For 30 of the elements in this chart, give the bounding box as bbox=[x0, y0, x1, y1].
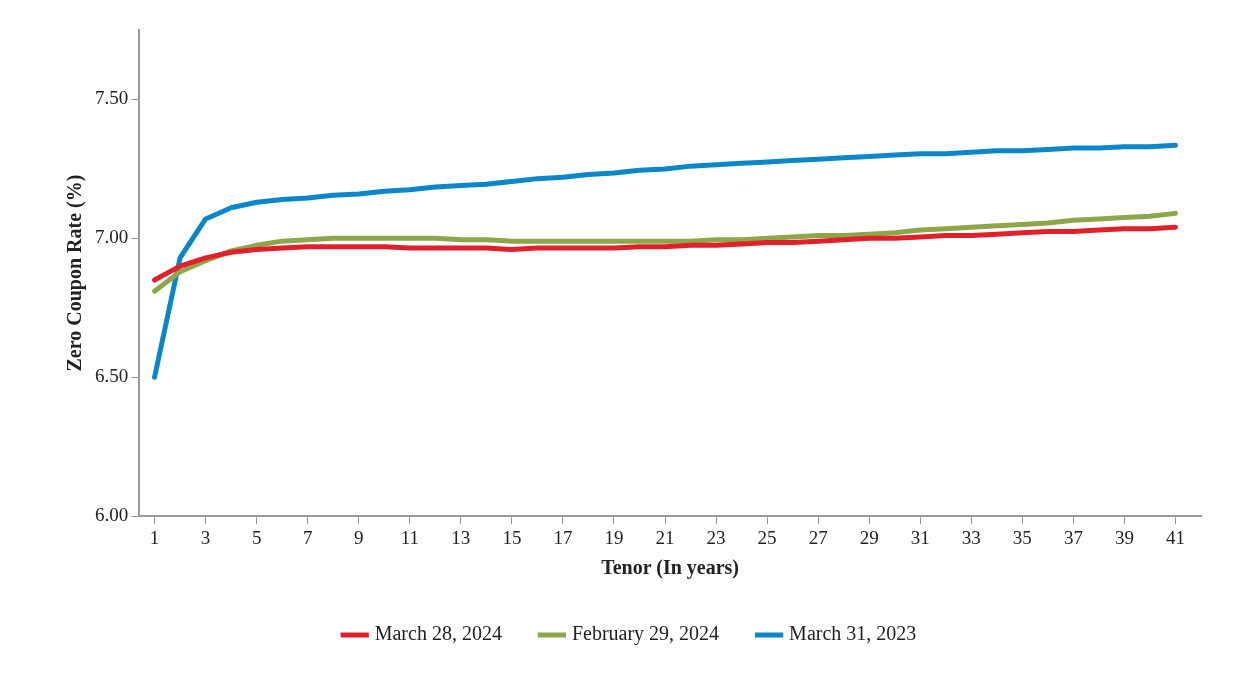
y-tick-label: 7.50 bbox=[95, 87, 129, 109]
x-tick-label: 17 bbox=[553, 526, 573, 548]
x-tick-label: 15 bbox=[502, 526, 522, 548]
x-tick-label: 35 bbox=[1012, 526, 1032, 548]
x-tick-label: 21 bbox=[655, 526, 675, 548]
y-tick-label: 6.00 bbox=[95, 504, 129, 526]
x-tick-label: 27 bbox=[808, 526, 828, 548]
legend-label: February 29, 2024 bbox=[571, 622, 720, 646]
legend-label: March 31, 2023 bbox=[789, 622, 917, 645]
y-tick-label: 7.00 bbox=[95, 226, 129, 248]
x-tick-label: 39 bbox=[1114, 526, 1134, 548]
x-tick-label: 29 bbox=[859, 526, 879, 548]
legend-label: March 28, 2024 bbox=[374, 622, 502, 645]
x-tick-label: 3 bbox=[200, 526, 211, 548]
x-tick-label: 25 bbox=[757, 526, 777, 548]
x-tick-label: 31 bbox=[910, 526, 930, 548]
x-tick-label: 7 bbox=[302, 526, 313, 548]
x-tick-label: 37 bbox=[1063, 526, 1083, 548]
y-tick-label: 6.50 bbox=[95, 365, 129, 387]
x-tick-label: 5 bbox=[251, 526, 262, 548]
x-tick-label: 41 bbox=[1165, 526, 1185, 548]
y-axis-title: Zero Coupon Rate (%) bbox=[63, 174, 87, 372]
x-axis-title: Tenor (In years) bbox=[601, 556, 740, 580]
x-tick-label: 23 bbox=[706, 526, 726, 548]
x-tick-label: 33 bbox=[961, 526, 981, 548]
x-tick-label: 9 bbox=[354, 526, 364, 548]
x-tick-label: 11 bbox=[400, 526, 419, 548]
x-tick-label: 19 bbox=[604, 526, 624, 548]
x-tick-label: 1 bbox=[149, 526, 160, 548]
x-tick-label: 13 bbox=[451, 526, 471, 548]
